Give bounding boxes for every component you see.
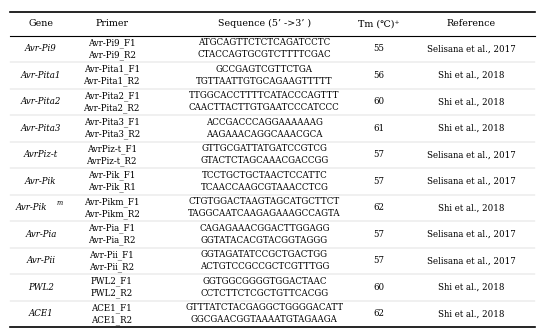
- Text: ACE1_F1: ACE1_F1: [92, 303, 132, 312]
- Text: Avr-Pii_F1: Avr-Pii_F1: [89, 250, 134, 259]
- Text: Avr-Pikm_R2: Avr-Pikm_R2: [84, 209, 140, 219]
- Text: Gene: Gene: [28, 19, 53, 28]
- Text: Avr-Pia_F1: Avr-Pia_F1: [88, 223, 135, 233]
- Text: TCAACCAAGCGTAAACCTCG: TCAACCAAGCGTAAACCTCG: [201, 183, 328, 192]
- Text: 57: 57: [373, 150, 384, 159]
- Text: CAGAGAAACGGACTTGGAGG: CAGAGAAACGGACTTGGAGG: [199, 224, 330, 233]
- Text: Avr-Pii_R2: Avr-Pii_R2: [89, 262, 134, 272]
- Text: ACE1_R2: ACE1_R2: [91, 315, 132, 325]
- Text: Avr-Pita3_R2: Avr-Pita3_R2: [83, 130, 140, 139]
- Text: Shi et al., 2018: Shi et al., 2018: [438, 203, 505, 212]
- Text: GGTAGATATCCGCTGACTGG: GGTAGATATCCGCTGACTGG: [201, 250, 328, 259]
- Text: CCTCTTCTCGCTGTTCACGG: CCTCTTCTCGCTGTTCACGG: [200, 289, 329, 298]
- Text: ACE1: ACE1: [28, 309, 53, 318]
- Text: Shi et al., 2018: Shi et al., 2018: [438, 124, 505, 133]
- Text: Avr-Pik: Avr-Pik: [25, 177, 57, 186]
- Text: Shi et al., 2018: Shi et al., 2018: [438, 97, 505, 106]
- Text: Avr-Pik_R1: Avr-Pik_R1: [88, 182, 136, 192]
- Text: Selisana et al., 2017: Selisana et al., 2017: [427, 177, 516, 186]
- Text: 61: 61: [373, 124, 384, 133]
- Text: TAGGCAATCAAGAGAAAGCCAGTA: TAGGCAATCAAGAGAAAGCCAGTA: [188, 209, 341, 218]
- Text: GGTATACACGTACGGTAGGG: GGTATACACGTACGGTAGGG: [201, 236, 328, 245]
- Text: Avr-Pita1: Avr-Pita1: [21, 71, 61, 80]
- Text: Avr-Pita2_R2: Avr-Pita2_R2: [83, 103, 140, 113]
- Text: Avr-Pikm_F1: Avr-Pikm_F1: [84, 197, 140, 206]
- Text: Selisana et al., 2017: Selisana et al., 2017: [427, 256, 516, 265]
- Text: GCCGAGTCGTTCTGA: GCCGAGTCGTTCTGA: [216, 65, 313, 74]
- Text: 60: 60: [373, 283, 384, 292]
- Text: 56: 56: [373, 71, 384, 80]
- Text: Reference: Reference: [447, 19, 496, 28]
- Text: 55: 55: [373, 44, 384, 53]
- Text: Shi et al., 2018: Shi et al., 2018: [438, 309, 505, 318]
- Text: PWL2: PWL2: [28, 283, 54, 292]
- Text: TCCTGCTGCTAACTCCATTC: TCCTGCTGCTAACTCCATTC: [202, 171, 327, 180]
- Text: GGTGGCGGGGTGGACTAAC: GGTGGCGGGGTGGACTAAC: [202, 277, 326, 286]
- Text: Avr-Pik: Avr-Pik: [15, 203, 47, 212]
- Text: Shi et al., 2018: Shi et al., 2018: [438, 71, 505, 80]
- Text: PWL2_R2: PWL2_R2: [90, 288, 133, 298]
- Text: Avr-Pi9_R2: Avr-Pi9_R2: [88, 50, 136, 60]
- Text: 60: 60: [373, 97, 384, 106]
- Text: 57: 57: [373, 256, 384, 265]
- Text: Avr-Pia: Avr-Pia: [25, 230, 57, 239]
- Text: AvrPiz-t_R2: AvrPiz-t_R2: [87, 156, 137, 166]
- Text: CTACCAGTGCGTCTTTTCGAC: CTACCAGTGCGTCTTTTCGAC: [197, 51, 331, 60]
- Text: AvrPiz-t_F1: AvrPiz-t_F1: [87, 144, 137, 154]
- Text: Avr-Pita2: Avr-Pita2: [21, 97, 61, 106]
- Text: 62: 62: [373, 203, 384, 212]
- Text: Selisana et al., 2017: Selisana et al., 2017: [427, 44, 516, 53]
- Text: 62: 62: [373, 309, 384, 318]
- Text: Avr-Pi9_F1: Avr-Pi9_F1: [88, 38, 136, 48]
- Text: CAACTTACTTGTGAATCCCATCCC: CAACTTACTTGTGAATCCCATCCC: [189, 104, 340, 113]
- Text: Avr-Pita1_F1: Avr-Pita1_F1: [84, 64, 140, 74]
- Text: GTTTATCTACGAGGCTGGGGACATT: GTTTATCTACGAGGCTGGGGACATT: [185, 303, 343, 312]
- Text: PWL2_F1: PWL2_F1: [91, 276, 132, 286]
- Text: TTGGCACCTTTTCATACCCAGTTT: TTGGCACCTTTTCATACCCAGTTT: [189, 91, 340, 100]
- Text: GGCGAACGGTAAAATGTAGAAGA: GGCGAACGGTAAAATGTAGAAGA: [191, 315, 338, 324]
- Text: ACCGACCCAGGAAAAAAG: ACCGACCCAGGAAAAAAG: [206, 118, 323, 127]
- Text: TGTTAATTGTGCAGAAGTTTTT: TGTTAATTGTGCAGAAGTTTTT: [196, 77, 332, 86]
- Text: GTTGCGATTATGATCCGTCG: GTTGCGATTATGATCCGTCG: [202, 144, 327, 153]
- Text: Avr-Pita3: Avr-Pita3: [21, 124, 61, 133]
- Text: Avr-Pia_R2: Avr-Pia_R2: [88, 235, 136, 245]
- Text: Avr-Pik_F1: Avr-Pik_F1: [88, 170, 135, 180]
- Text: AvrPiz-t: AvrPiz-t: [24, 150, 58, 159]
- Text: ACTGTCCGCCGCTCGTTTGG: ACTGTCCGCCGCTCGTTTGG: [199, 262, 329, 271]
- Text: Tm (℃)⁺: Tm (℃)⁺: [358, 19, 399, 28]
- Text: CTGTGGACTAAGTAGCATGCTTCT: CTGTGGACTAAGTAGCATGCTTCT: [189, 197, 340, 206]
- Text: Shi et al., 2018: Shi et al., 2018: [438, 283, 505, 292]
- Text: Avr-Pi9: Avr-Pi9: [25, 44, 57, 53]
- Text: Selisana et al., 2017: Selisana et al., 2017: [427, 150, 516, 159]
- Text: Avr-Pita3_F1: Avr-Pita3_F1: [84, 118, 140, 127]
- Text: Avr-Pita1_R2: Avr-Pita1_R2: [83, 77, 140, 86]
- Text: Selisana et al., 2017: Selisana et al., 2017: [427, 230, 516, 239]
- Text: ATGCAGTTCTCTCAGATCCTC: ATGCAGTTCTCTCAGATCCTC: [198, 38, 330, 47]
- Text: Primer: Primer: [95, 19, 128, 28]
- Text: Avr-Pita2_F1: Avr-Pita2_F1: [84, 91, 140, 101]
- Text: m: m: [56, 199, 62, 207]
- Text: AAGAAACAGGCAAACGCA: AAGAAACAGGCAAACGCA: [206, 130, 323, 139]
- Text: GTACTCTAGCAAACGACCGG: GTACTCTAGCAAACGACCGG: [200, 157, 329, 166]
- Text: 57: 57: [373, 177, 384, 186]
- Text: Avr-Pii: Avr-Pii: [26, 256, 56, 265]
- Text: Sequence (5’ ->3’ ): Sequence (5’ ->3’ ): [218, 19, 311, 28]
- Text: 57: 57: [373, 230, 384, 239]
